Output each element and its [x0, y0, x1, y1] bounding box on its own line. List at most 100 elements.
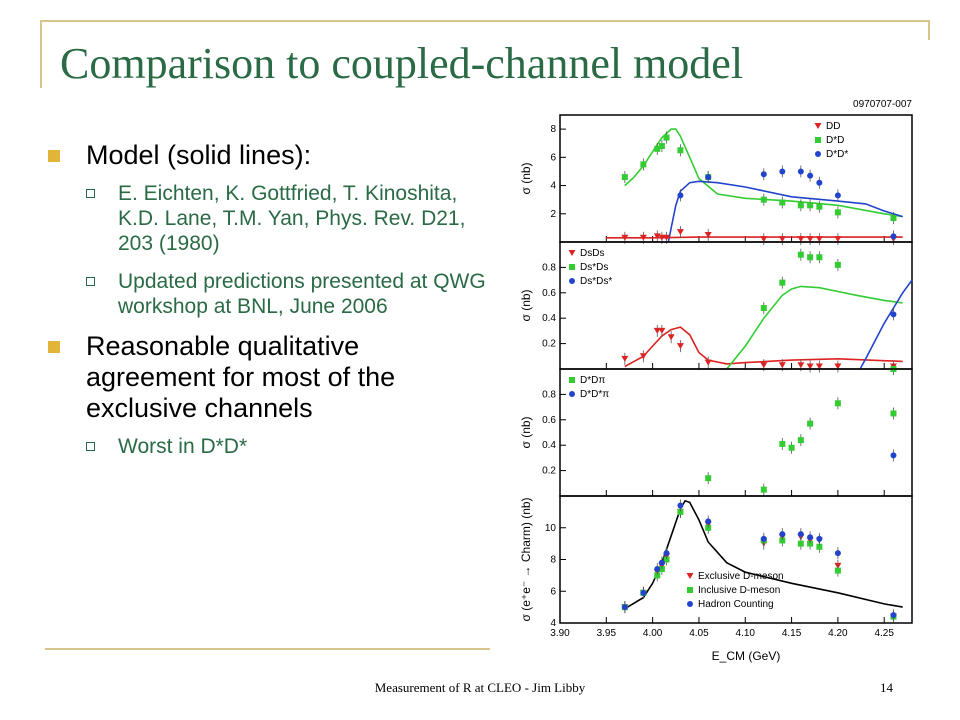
left-rule	[40, 20, 42, 88]
x-tick-label: 4.05	[689, 628, 709, 639]
sub-bullet-1-2-text: Updated predictions presented at QWG wor…	[118, 269, 486, 318]
data-point	[640, 161, 647, 168]
chart-tag: 0970707-007	[853, 99, 912, 110]
y-tick-label: 0.6	[542, 288, 556, 299]
data-point	[807, 534, 814, 541]
data-point	[834, 192, 841, 199]
data-point	[676, 343, 684, 350]
model-curve	[667, 180, 903, 243]
data-point	[677, 508, 684, 515]
model-curve	[624, 326, 903, 368]
data-point	[834, 261, 841, 268]
data-point	[677, 147, 684, 154]
sub-bullet-1-1-text: E. Eichten, K. Gottfried, T. Kinoshita, …	[118, 182, 466, 256]
data-point	[797, 168, 804, 175]
data-point	[816, 179, 823, 186]
legend-marker	[815, 137, 821, 143]
data-point	[807, 540, 814, 547]
model-curve	[624, 128, 903, 218]
data-point	[760, 362, 768, 369]
y-tick-label: 10	[545, 523, 557, 534]
data-point	[667, 334, 675, 341]
square-bullet-icon	[48, 340, 60, 353]
data-point	[779, 168, 786, 175]
data-point	[640, 589, 647, 596]
data-point	[797, 540, 804, 547]
data-point	[663, 234, 671, 241]
bullet-1-text: Model (solid lines):	[86, 140, 312, 170]
data-point	[639, 234, 647, 241]
data-point	[621, 355, 629, 362]
data-point	[834, 209, 841, 216]
x-tick-label: 4.10	[736, 628, 756, 639]
y-tick-label: 0.4	[542, 313, 556, 324]
data-point	[779, 279, 786, 286]
legend-marker	[569, 377, 575, 383]
panel-frame	[559, 368, 913, 497]
legend-label: Exclusive D-meson	[698, 571, 784, 582]
bullet-2-text: Reasonable qualitative agreement for mos…	[86, 330, 396, 424]
data-point	[705, 524, 712, 531]
data-point	[760, 236, 768, 243]
sub-bullet-2-1-text: Worst in D*D*	[118, 435, 248, 459]
x-tick-label: 4.00	[643, 628, 663, 639]
legend-label: Inclusive D-meson	[698, 585, 780, 596]
data-point	[704, 231, 712, 238]
legend-marker	[687, 587, 693, 593]
data-point	[815, 363, 823, 370]
x-tick-label: 4.15	[782, 628, 802, 639]
x-tick-label: 3.95	[597, 628, 617, 639]
legend-label: D*Dπ	[580, 375, 605, 386]
data-point	[779, 531, 786, 538]
legend-label: DsDs	[580, 248, 604, 259]
data-point	[797, 251, 804, 258]
y-tick-label: 4	[550, 618, 556, 629]
data-point	[705, 475, 712, 482]
data-point	[816, 543, 823, 550]
data-point	[779, 440, 786, 447]
data-point	[654, 145, 661, 152]
legend-label: Ds*Ds*	[580, 276, 612, 287]
data-point	[663, 556, 670, 563]
data-point	[658, 559, 665, 566]
hollow-square-bullet-icon	[86, 189, 95, 199]
data-point	[834, 400, 841, 407]
y-tick-label: 0.2	[542, 466, 556, 477]
data-point	[778, 236, 786, 243]
data-point	[797, 362, 805, 369]
data-point	[705, 174, 712, 181]
legend-marker	[568, 250, 576, 256]
x-tick-label: 3.90	[550, 628, 570, 639]
data-point	[890, 410, 897, 417]
legend-label: D*D*π	[580, 389, 609, 400]
data-point	[834, 236, 842, 243]
hollow-square-bullet-icon	[86, 276, 95, 286]
data-point	[621, 604, 628, 611]
data-point	[806, 236, 814, 243]
data-point	[797, 202, 804, 209]
data-point	[834, 550, 841, 557]
legend-label: DD	[826, 121, 840, 132]
data-point	[807, 172, 814, 179]
data-point	[663, 134, 670, 141]
legend-marker	[686, 573, 694, 579]
data-point	[816, 203, 823, 210]
data-point	[834, 363, 842, 370]
data-point	[760, 535, 767, 542]
data-point	[639, 353, 647, 360]
data-point	[621, 174, 628, 181]
data-point	[778, 362, 786, 369]
data-point	[760, 486, 767, 493]
data-point	[658, 327, 666, 334]
data-point	[816, 254, 823, 261]
legend-label: D*D*	[826, 149, 848, 160]
data-point	[658, 566, 665, 573]
y-tick-label: 0.8	[542, 389, 556, 400]
y-tick-label: 8	[550, 555, 556, 566]
hollow-square-bullet-icon	[86, 442, 95, 452]
panel-frame	[559, 114, 913, 243]
data-point	[816, 535, 823, 542]
x-axis-label: E_CM (GeV)	[712, 649, 781, 663]
sub-bullet-2-1: Worst in D*D*	[48, 434, 488, 459]
cross-section-chart: 0970707-007 2 4 6 8 σ (nb) DD D*D D*D* 0.2 0.4 0.6 0…	[519, 99, 913, 663]
